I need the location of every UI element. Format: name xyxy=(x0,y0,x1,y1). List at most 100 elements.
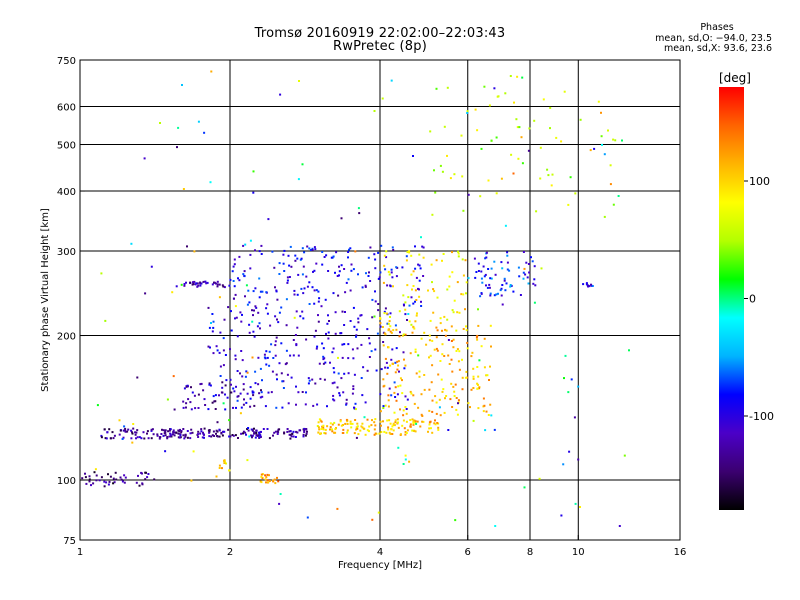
data-point xyxy=(289,433,292,436)
data-point xyxy=(501,303,504,306)
data-point xyxy=(169,434,172,437)
data-point xyxy=(329,426,332,429)
data-point xyxy=(391,425,394,428)
data-point xyxy=(480,292,483,295)
data-point xyxy=(320,428,323,430)
data-point xyxy=(417,406,420,409)
data-point xyxy=(490,267,493,270)
data-point xyxy=(242,244,245,247)
data-point xyxy=(480,277,483,280)
data-point xyxy=(441,353,444,356)
data-point xyxy=(92,482,95,485)
data-point xyxy=(386,322,389,325)
data-point xyxy=(493,428,496,431)
data-point xyxy=(394,419,397,422)
data-point xyxy=(374,418,377,421)
data-point xyxy=(437,373,440,376)
colorbar-tick-label: 100 xyxy=(749,175,770,188)
data-point xyxy=(234,305,237,308)
data-point xyxy=(560,514,563,517)
data-point xyxy=(294,254,297,257)
data-point xyxy=(214,408,217,410)
data-point xyxy=(402,333,405,336)
data-point xyxy=(490,139,493,142)
data-point xyxy=(96,404,99,407)
data-point xyxy=(574,192,577,195)
data-point xyxy=(384,357,387,360)
data-point xyxy=(612,138,615,141)
data-point xyxy=(315,262,318,265)
data-point xyxy=(343,372,346,375)
data-point xyxy=(351,392,354,395)
data-point xyxy=(168,435,171,438)
data-point xyxy=(252,314,254,317)
data-point xyxy=(563,90,566,93)
data-point xyxy=(348,248,350,251)
data-point xyxy=(199,281,202,284)
data-point xyxy=(317,290,320,293)
data-point xyxy=(404,458,407,461)
data-point xyxy=(258,277,261,280)
data-point xyxy=(219,375,222,377)
data-point xyxy=(482,397,485,400)
data-point xyxy=(519,294,522,296)
data-point xyxy=(409,390,412,393)
data-point xyxy=(251,429,254,432)
data-point xyxy=(404,406,407,408)
data-point xyxy=(251,356,254,359)
data-point xyxy=(389,284,392,287)
data-point xyxy=(288,433,291,436)
data-point xyxy=(451,251,453,254)
data-point xyxy=(267,218,270,221)
data-point xyxy=(374,290,376,293)
x-axis-label: Frequency [MHz] xyxy=(338,560,422,571)
data-point xyxy=(421,415,424,417)
data-point xyxy=(322,424,325,427)
data-point xyxy=(150,437,153,440)
data-point xyxy=(509,75,512,77)
data-point xyxy=(517,157,520,160)
data-point xyxy=(162,434,165,437)
data-point xyxy=(555,136,558,139)
data-point xyxy=(386,372,389,375)
data-point xyxy=(477,407,480,410)
data-point xyxy=(317,431,320,434)
data-point xyxy=(274,354,277,357)
data-point xyxy=(124,430,127,433)
data-point xyxy=(476,387,479,390)
data-point xyxy=(266,473,269,476)
data-point xyxy=(336,386,339,389)
data-point xyxy=(268,480,271,482)
data-point xyxy=(207,306,210,309)
data-point xyxy=(408,251,411,254)
data-point xyxy=(457,360,460,363)
data-point xyxy=(394,361,397,364)
data-point xyxy=(524,273,527,276)
data-point xyxy=(288,276,291,278)
data-point xyxy=(222,402,225,405)
data-point xyxy=(387,329,390,332)
data-point xyxy=(412,423,415,426)
data-point xyxy=(286,373,289,376)
data-point xyxy=(422,275,425,277)
data-point xyxy=(253,427,255,430)
data-point xyxy=(397,421,399,424)
data-point xyxy=(338,265,340,268)
data-point xyxy=(501,267,504,270)
data-point xyxy=(487,414,490,416)
data-point xyxy=(384,404,387,407)
data-point xyxy=(402,351,405,354)
data-point xyxy=(301,273,304,276)
data-point xyxy=(111,431,114,434)
data-point xyxy=(356,425,359,428)
data-point xyxy=(255,434,258,437)
data-point xyxy=(138,436,141,439)
data-point xyxy=(212,395,215,398)
data-point xyxy=(104,319,107,322)
data-point xyxy=(216,430,219,433)
data-point xyxy=(412,429,415,432)
data-point xyxy=(252,191,255,194)
data-point xyxy=(462,209,465,212)
data-point xyxy=(209,181,212,184)
data-point xyxy=(516,126,519,129)
